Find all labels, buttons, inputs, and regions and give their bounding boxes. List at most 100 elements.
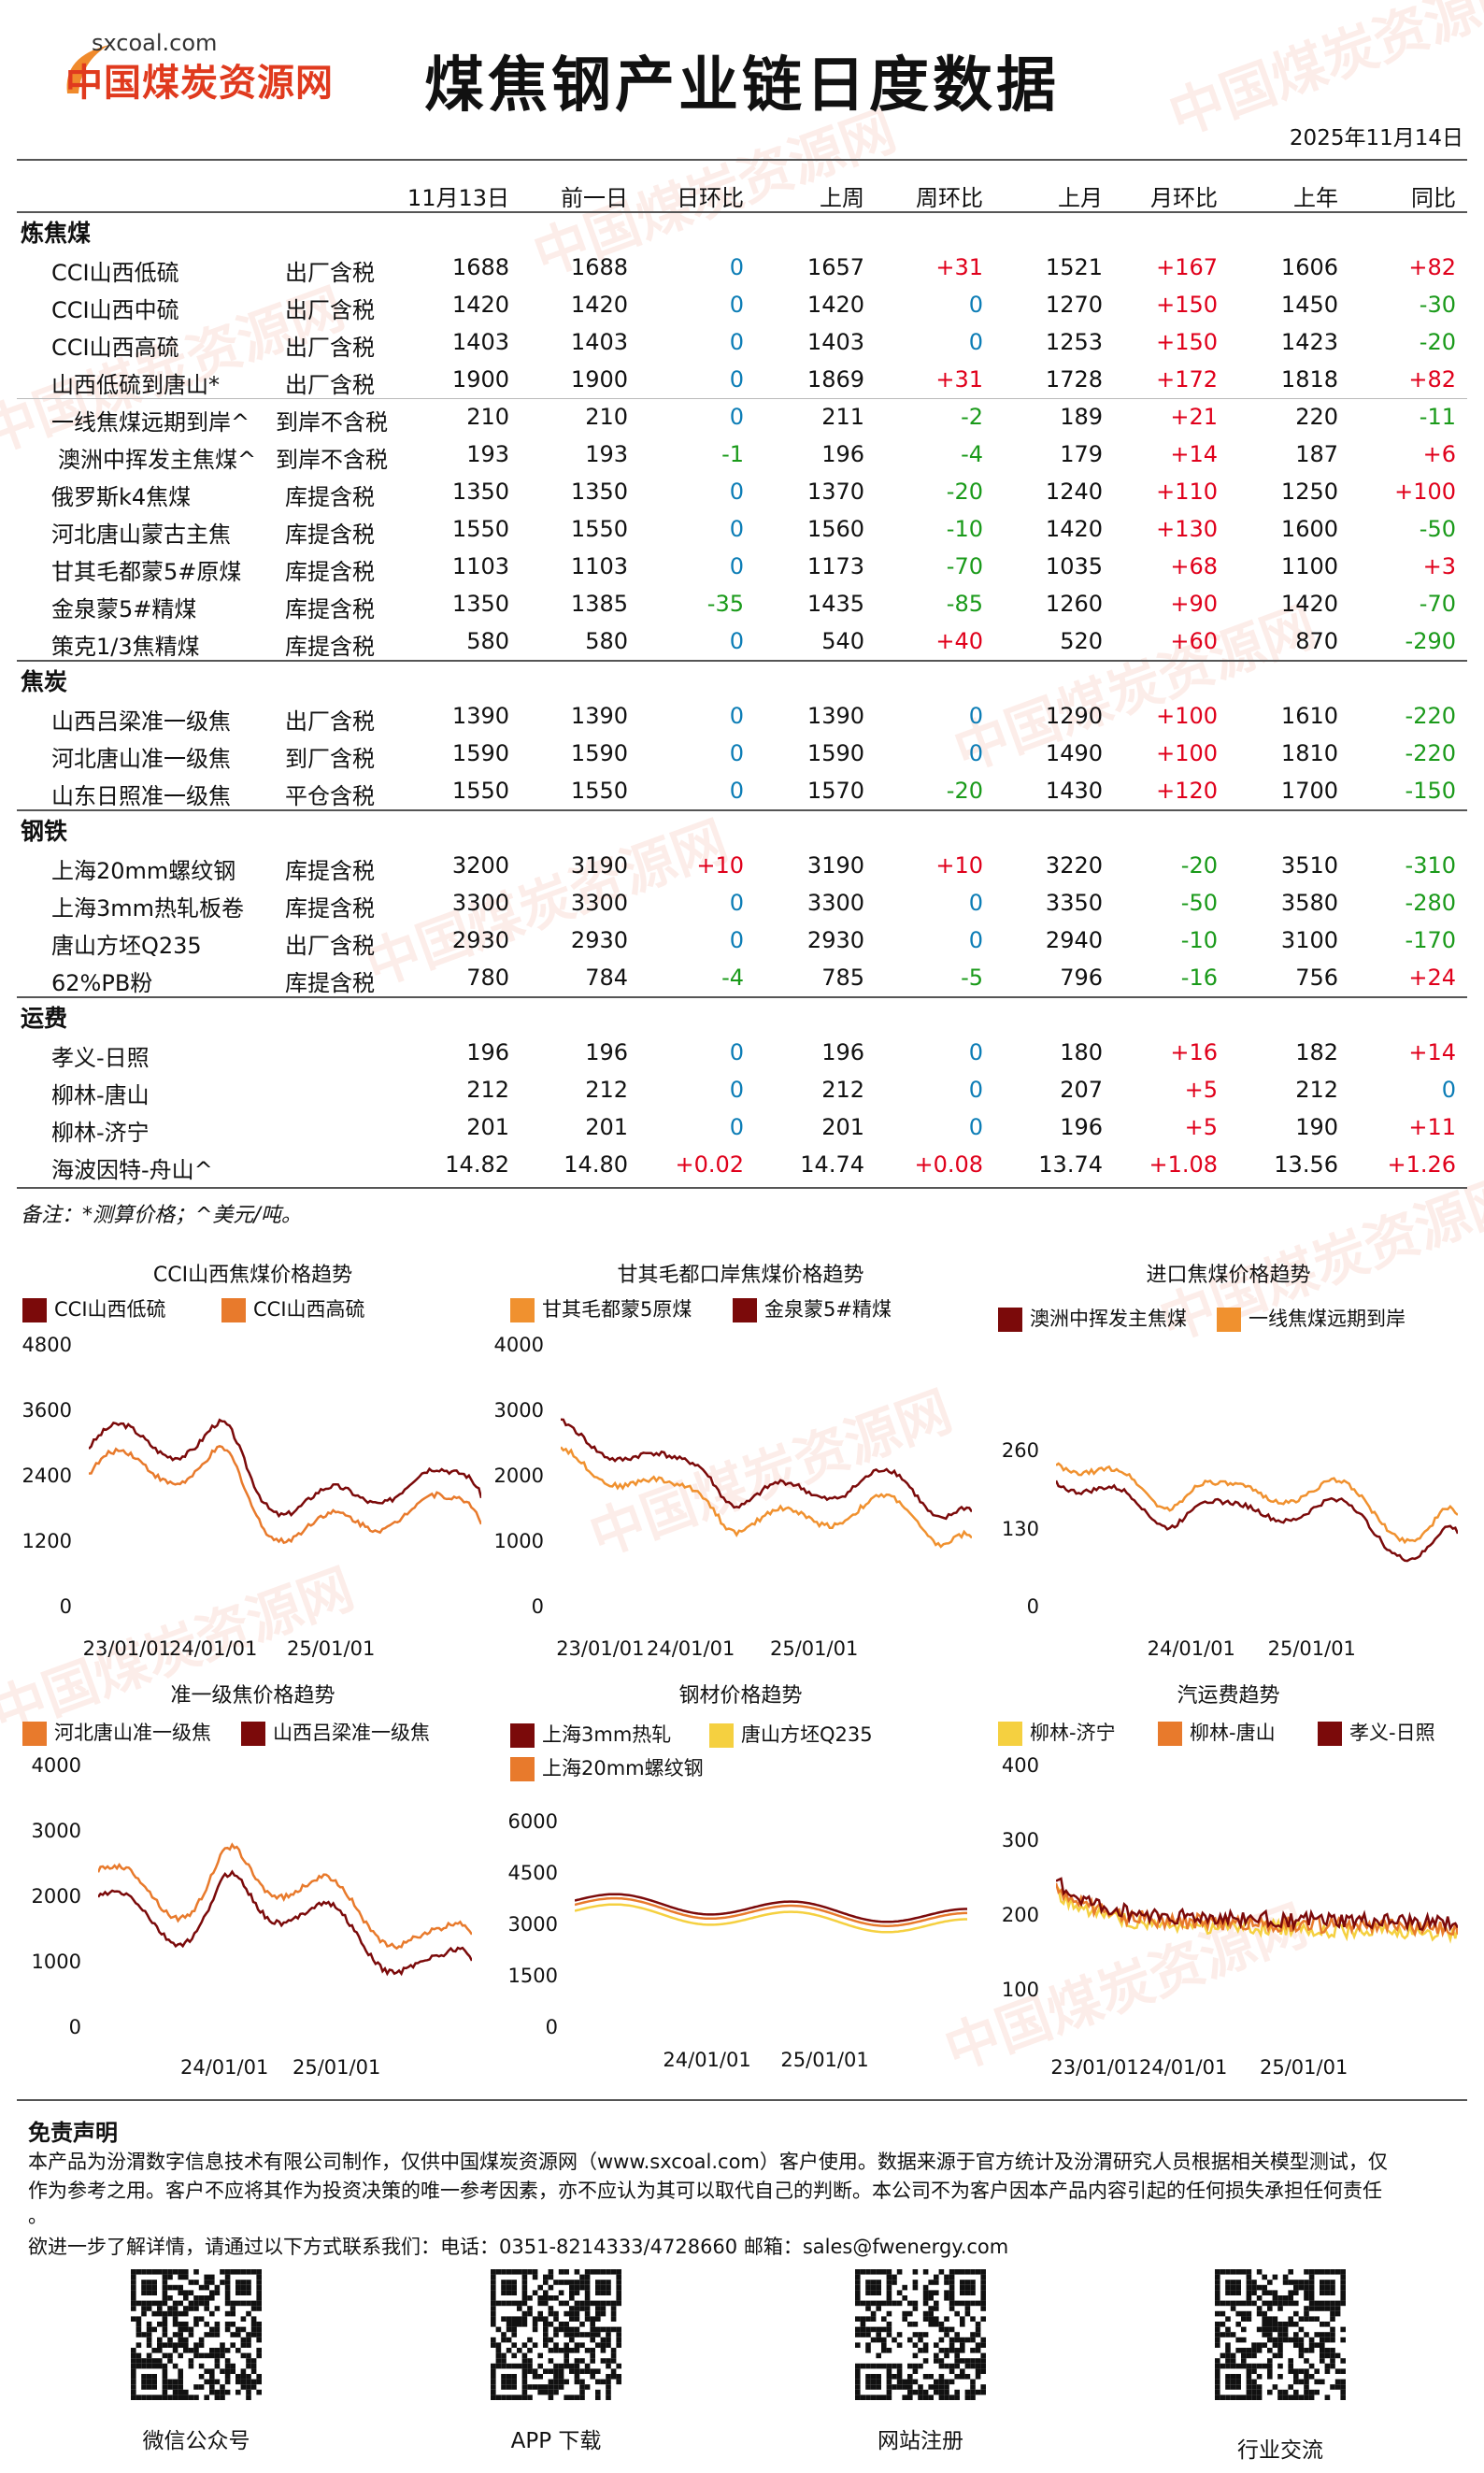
cell-value: +68 [1170, 553, 1218, 579]
cell-value: -1 [721, 441, 744, 467]
qr-code-icon [1215, 2269, 1346, 2400]
cell-value: 870 [1295, 628, 1338, 654]
y-tick-label: 0 [531, 1595, 544, 1618]
cell-value: 3510 [1280, 852, 1338, 879]
cell-value: 784 [585, 965, 628, 991]
series-line [561, 1418, 972, 1521]
section-title: 钢铁 [21, 818, 68, 845]
logo-name: 中国煤炭资源网 [65, 62, 334, 105]
cell-value: 1900 [451, 366, 509, 393]
legend-item: 澳洲中挥发主焦煤 [998, 1304, 1187, 1332]
cell-value: -50 [1180, 890, 1218, 916]
y-tick-label: 1500 [507, 1965, 558, 1987]
y-tick-label: 1000 [493, 1530, 544, 1552]
cell-value: -10 [1180, 927, 1218, 953]
cell-value: +0.02 [675, 1151, 744, 1178]
x-tick-label: 25/01/01 [770, 1637, 859, 1660]
cell-value: 14.80 [564, 1151, 628, 1178]
row-name: 金泉蒙5#精煤 [51, 596, 197, 622]
cell-value: 1350 [451, 591, 509, 617]
cell-value: 580 [466, 628, 509, 654]
cell-value: +31 [935, 366, 983, 393]
cell-value: +120 [1156, 778, 1218, 804]
group-rule [17, 398, 1467, 399]
y-tick-label: 4000 [31, 1754, 81, 1777]
cell-value: -20 [1419, 329, 1456, 355]
cell-value: 1173 [806, 553, 864, 579]
qr-code-icon [491, 2269, 621, 2400]
legend-swatch [998, 1722, 1022, 1746]
cell-value: +6 [1422, 441, 1456, 467]
legend-swatch [510, 1757, 535, 1781]
qr-label: APP 下载 [510, 2429, 602, 2453]
cell-value: +11 [1408, 1114, 1456, 1140]
legend-item: 山西吕梁准一级焦 [241, 1718, 430, 1746]
cell-value: -20 [946, 479, 983, 505]
row-name: 甘其毛都蒙5#原煤 [51, 559, 242, 585]
row-tax-basis: 库提含税 [285, 522, 375, 548]
y-tick-label: 2000 [31, 1885, 81, 1908]
section-title: 焦炭 [21, 668, 68, 695]
logo-swoosh-icon [66, 45, 109, 93]
cell-value: 2940 [1045, 927, 1103, 953]
table-row: 唐山方坯Q235 出厂含税 2930 2930 0 2930 0 2940 -10 3100 -17… [0, 922, 1484, 959]
row-name: 俄罗斯k4焦煤 [51, 484, 192, 510]
cell-value: +0.08 [914, 1151, 983, 1178]
cell-value: 196 [585, 1039, 628, 1065]
cell-value: 1590 [451, 740, 509, 766]
cell-value: 0 [729, 1114, 744, 1140]
cell-value: 13.56 [1274, 1151, 1338, 1178]
legend-label: 山西吕梁准一级焦 [273, 1722, 430, 1744]
cell-value: 193 [585, 441, 628, 467]
cell-value: 0 [968, 292, 983, 318]
row-name: 山东日照准一级焦 [51, 783, 231, 809]
cell-value: 0 [729, 254, 744, 280]
cell-value: 1035 [1045, 553, 1103, 579]
section-rule [17, 809, 1467, 811]
legend-item: 甘其毛都蒙5原煤 [510, 1294, 692, 1322]
cell-value: 1550 [451, 778, 509, 804]
cell-value: 210 [585, 404, 628, 430]
y-tick-label: 0 [59, 1595, 72, 1618]
cell-value: 0 [968, 703, 983, 729]
cell-value: 1420 [451, 292, 509, 318]
cell-value: 0 [729, 366, 744, 393]
cell-value: +24 [1408, 965, 1456, 991]
cell-value: 212 [1295, 1077, 1338, 1103]
row-name: CCI山西中硫 [51, 297, 179, 323]
legend-label: CCI山西高硫 [253, 1298, 365, 1321]
series-line [1056, 1882, 1458, 1938]
table-row: 柳林-济宁 201 201 0 201 0 196 +5 190 +11 [0, 1108, 1484, 1146]
x-tick-label: 23/01/01 [556, 1637, 645, 1660]
cell-value: 1390 [451, 703, 509, 729]
cell-value: 1600 [1280, 516, 1338, 542]
legend-swatch [221, 1298, 246, 1322]
legend-label: 柳林-唐山 [1190, 1722, 1276, 1744]
cell-value: 1420 [1280, 591, 1338, 617]
cell-value: 1590 [570, 740, 628, 766]
cell-value: +31 [935, 254, 983, 280]
chart-plot [575, 1893, 967, 1934]
legend-label: CCI山西低硫 [54, 1298, 166, 1321]
legend-item: 柳林-济宁 [998, 1718, 1116, 1746]
cell-value: 0 [968, 927, 983, 953]
cell-value: 1240 [1045, 479, 1103, 505]
cell-value: 1490 [1045, 740, 1103, 766]
qr-label: 行业交流 [1237, 2438, 1323, 2463]
cell-value: 0 [729, 516, 744, 542]
cell-value: -11 [1419, 404, 1456, 430]
legend-item: 一线焦煤远期到岸 [1217, 1304, 1406, 1332]
row-name: CCI山西高硫 [51, 335, 179, 361]
disclaimer-body: 本产品为汾渭数字信息技术有限公司制作，仅供中国煤炭资源网（www.sxcoal.… [28, 2148, 1458, 2226]
cell-value: 0 [729, 479, 744, 505]
cell-value: +3 [1422, 553, 1456, 579]
table-row: CCI山西中硫 出厂含税 1420 1420 0 1420 0 1270 +150 1450 -30 [0, 286, 1484, 323]
cell-value: +14 [1170, 441, 1218, 467]
cell-value: 0 [729, 890, 744, 916]
row-name: 孝义-日照 [51, 1045, 150, 1071]
cell-value: +167 [1156, 254, 1218, 280]
cell-value: 1657 [806, 254, 864, 280]
cell-value: 1350 [570, 479, 628, 505]
series-line [89, 1444, 481, 1545]
cell-value: 3190 [806, 852, 864, 879]
